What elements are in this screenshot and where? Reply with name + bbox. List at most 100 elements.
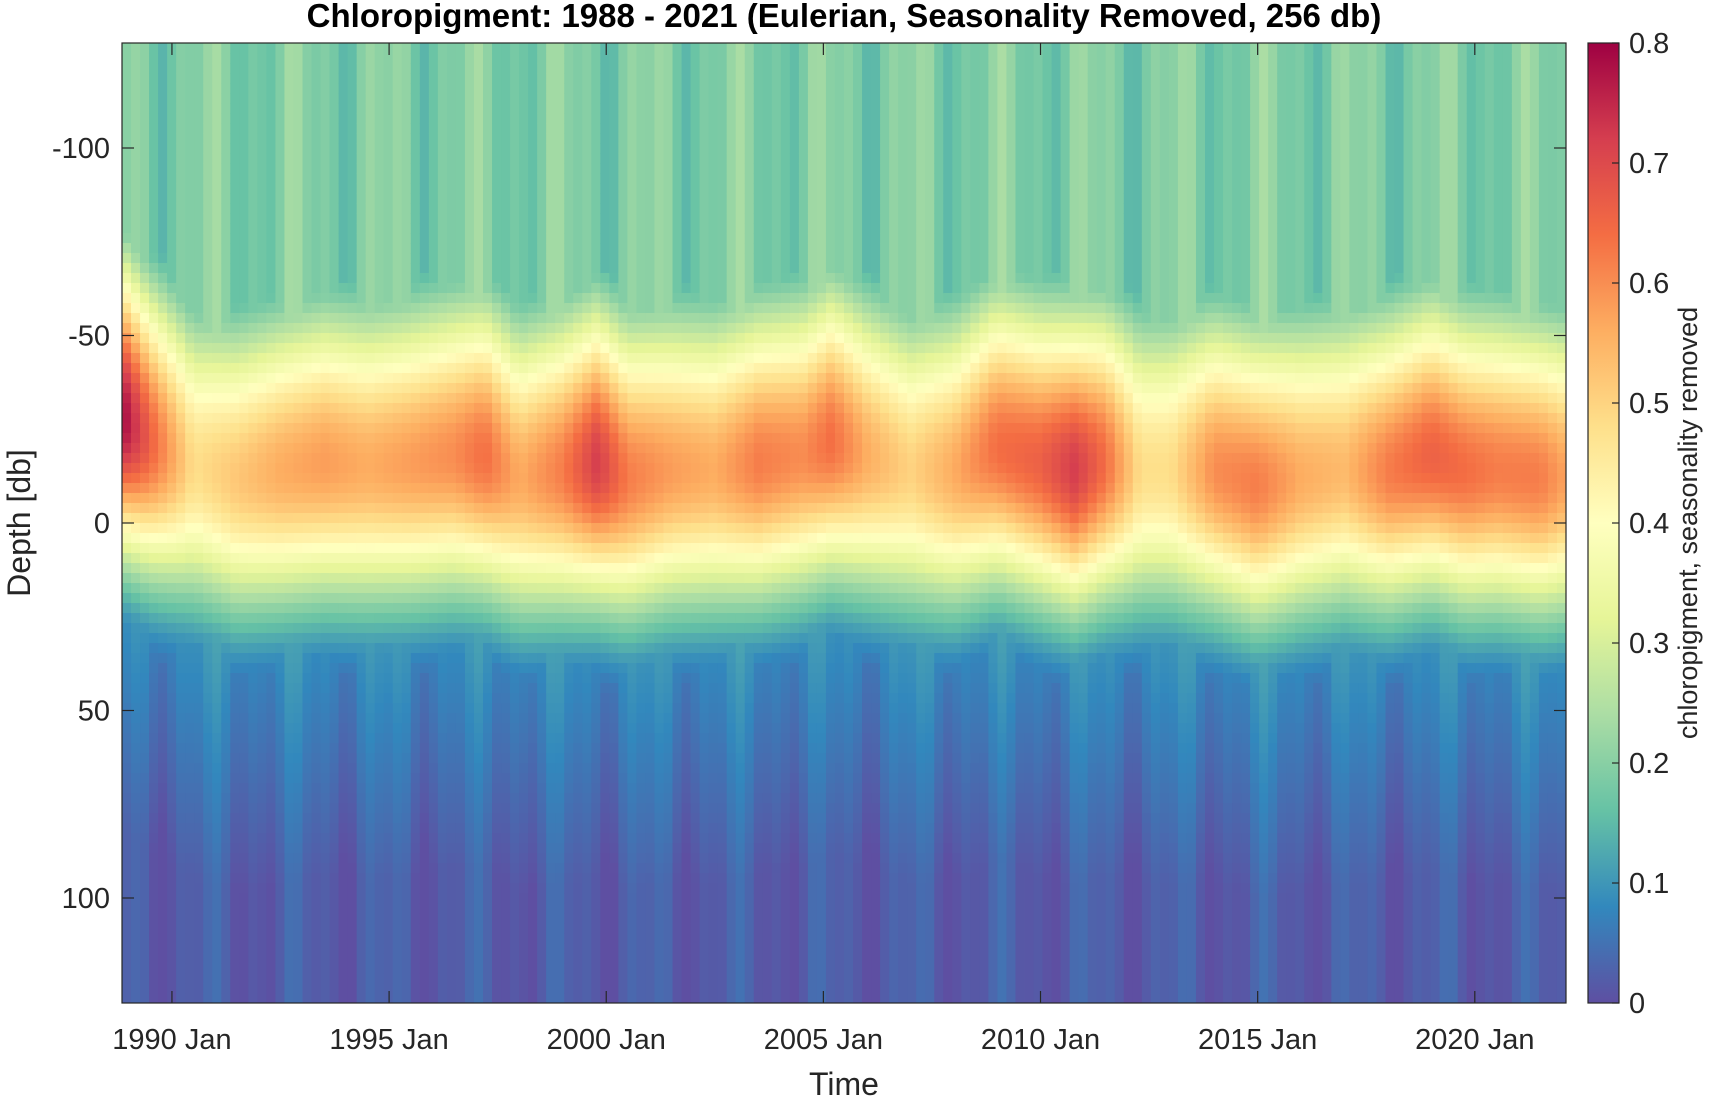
- heatmap-cell: [410, 53, 421, 64]
- heatmap-cell: [194, 463, 205, 474]
- heatmap-cell: [302, 253, 313, 264]
- heatmap-cell: [492, 503, 502, 514]
- heatmap-cell: [537, 713, 547, 724]
- heatmap-cell: [374, 273, 385, 284]
- heatmap-cell: [302, 233, 313, 244]
- heatmap-cell: [564, 483, 575, 494]
- heatmap-cell: [483, 543, 493, 554]
- heatmap-cell: [555, 163, 566, 174]
- heatmap-cell: [473, 263, 484, 274]
- heatmap-cell: [510, 833, 520, 844]
- heatmap-cell: [510, 643, 520, 654]
- heatmap-cell: [528, 563, 538, 574]
- heatmap-cell: [140, 593, 150, 604]
- heatmap-cell: [176, 933, 186, 944]
- heatmap-cell: [374, 583, 385, 594]
- heatmap-cell: [149, 243, 159, 254]
- heatmap-cell: [149, 883, 159, 894]
- heatmap-cell: [437, 993, 448, 1003]
- heatmap-cell: [149, 913, 159, 924]
- heatmap-cell: [257, 413, 268, 424]
- heatmap-cell: [401, 723, 412, 734]
- heatmap-cell: [501, 263, 511, 274]
- heatmap-cell: [176, 963, 186, 974]
- heatmap-cell: [230, 43, 241, 54]
- heatmap-cell: [555, 883, 566, 894]
- heatmap-cell: [221, 833, 232, 844]
- heatmap-cell: [483, 253, 493, 264]
- heatmap-cell: [266, 173, 277, 184]
- heatmap-cell: [230, 423, 241, 434]
- heatmap-cell: [428, 973, 439, 984]
- heatmap-cell: [230, 693, 241, 704]
- heatmap-cell: [401, 73, 412, 84]
- heatmap-cell: [501, 413, 511, 424]
- heatmap-cell: [428, 983, 439, 994]
- heatmap-cell: [510, 133, 520, 144]
- heatmap-cell: [194, 193, 205, 204]
- heatmap-cell: [185, 703, 196, 714]
- heatmap-cell: [176, 673, 186, 684]
- heatmap-cell: [374, 823, 385, 834]
- heatmap-cell: [356, 713, 367, 724]
- heatmap-cell: [483, 673, 493, 684]
- heatmap-cell: [428, 103, 439, 114]
- heatmap-cell: [167, 233, 177, 244]
- heatmap-cell: [311, 173, 322, 184]
- heatmap-cell: [428, 303, 439, 314]
- heatmap-cell: [537, 333, 547, 344]
- heatmap-cell: [257, 713, 268, 724]
- heatmap-cell: [140, 453, 150, 464]
- heatmap-cell: [374, 633, 385, 644]
- heatmap-cell: [176, 483, 186, 494]
- heatmap-cell: [176, 733, 186, 744]
- heatmap-cell: [464, 523, 475, 534]
- heatmap-cell: [320, 543, 331, 554]
- heatmap-cell: [158, 53, 168, 64]
- heatmap-cell: [311, 333, 322, 344]
- heatmap-cell: [510, 283, 520, 294]
- heatmap-cell: [401, 923, 412, 934]
- heatmap-cell: [492, 153, 502, 164]
- heatmap-cell: [483, 693, 493, 704]
- heatmap-cell: [410, 443, 421, 454]
- heatmap-cell: [528, 463, 538, 474]
- heatmap-cell: [446, 163, 457, 174]
- heatmap-cell: [483, 733, 493, 744]
- heatmap-cell: [284, 873, 295, 884]
- heatmap-cell: [311, 473, 322, 484]
- heatmap-cell: [158, 983, 168, 994]
- heatmap-cell: [564, 523, 575, 534]
- heatmap-cell: [275, 743, 286, 754]
- heatmap-cell: [275, 823, 286, 834]
- heatmap-cell: [122, 273, 132, 284]
- heatmap-cell: [230, 823, 241, 834]
- heatmap-cell: [149, 493, 159, 504]
- heatmap-cell: [455, 223, 466, 234]
- heatmap-cell: [302, 473, 313, 484]
- heatmap-cell: [383, 893, 394, 904]
- heatmap-cell: [167, 803, 177, 814]
- heatmap-cell: [419, 363, 430, 374]
- heatmap-cell: [140, 623, 150, 634]
- heatmap-cell: [419, 113, 430, 124]
- heatmap-cell: [131, 233, 141, 244]
- heatmap-cell: [501, 423, 511, 434]
- heatmap-cell: [149, 173, 159, 184]
- heatmap-cell: [365, 703, 376, 714]
- heatmap-cell: [428, 383, 439, 394]
- heatmap-cell: [473, 733, 484, 744]
- heatmap-cell: [131, 313, 141, 324]
- heatmap-cell: [410, 993, 421, 1003]
- heatmap-cell: [573, 883, 584, 894]
- heatmap-cell: [347, 93, 358, 104]
- heatmap-cell: [455, 183, 466, 194]
- heatmap-cell: [374, 513, 385, 524]
- heatmap-cell: [248, 93, 259, 104]
- heatmap-cell: [437, 943, 448, 954]
- heatmap-cell: [230, 883, 241, 894]
- heatmap-cell: [564, 733, 575, 744]
- heatmap-cell: [284, 933, 295, 944]
- heatmap-cell: [311, 833, 322, 844]
- heatmap-cell: [573, 43, 584, 54]
